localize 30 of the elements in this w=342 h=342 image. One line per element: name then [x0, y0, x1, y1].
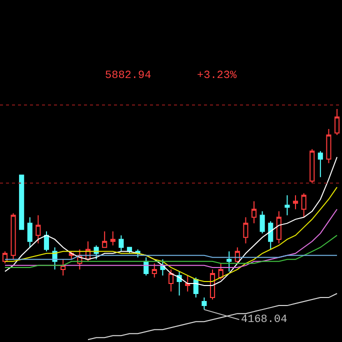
candlestick: [251, 200, 257, 224]
candlestick: [118, 234, 124, 252]
text: 5882.94: [105, 70, 152, 82]
candlestick: [168, 268, 174, 292]
candlestick: [268, 220, 274, 250]
candlestick: [284, 194, 290, 216]
candlestick: [218, 262, 224, 280]
candlestick: [276, 210, 282, 244]
annotation: 4168.04: [241, 314, 288, 326]
candlestick: [10, 212, 16, 260]
candlestick: [36, 214, 41, 244]
candlestick: [210, 268, 216, 300]
candlestick: [185, 274, 190, 292]
candlestick: [102, 230, 108, 248]
candlestick: [301, 192, 306, 218]
candlestick: [110, 230, 116, 246]
candlestick: [152, 262, 157, 278]
candlestick: [27, 216, 32, 248]
candlestick: [260, 210, 265, 234]
candlestick: [310, 148, 315, 184]
candlestick: [318, 150, 323, 178]
candlestick: [202, 297, 207, 310]
candlestick: [243, 216, 248, 244]
candlestick: [19, 174, 24, 230]
text: +3.23%: [197, 70, 238, 82]
candlestick: [44, 230, 50, 252]
candlestick: [292, 194, 298, 210]
candlestick: [226, 250, 232, 272]
candlestick: [326, 128, 332, 164]
candlestick: [60, 258, 66, 276]
